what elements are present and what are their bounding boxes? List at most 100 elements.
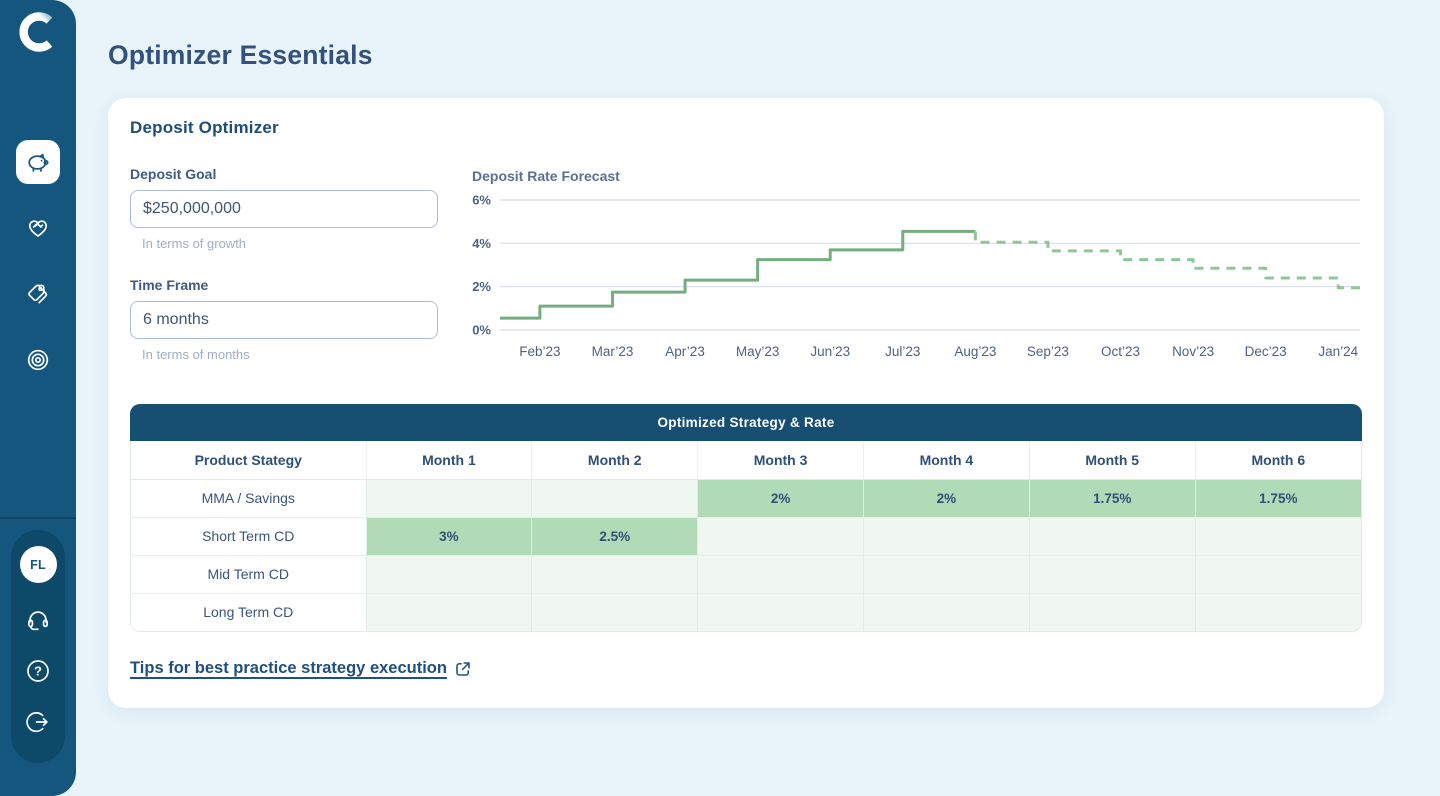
table-title: Optimized Strategy & Rate: [657, 415, 835, 430]
table-cell: 1.75%: [1028, 478, 1196, 517]
external-link-icon: [456, 661, 470, 676]
app-logo: [16, 10, 60, 54]
table-cell: [531, 592, 698, 631]
svg-text:?: ?: [34, 664, 42, 679]
table-cell: [1194, 554, 1361, 593]
support-button[interactable]: [24, 606, 52, 634]
deposit-goal-label: Deposit Goal: [130, 166, 217, 182]
help-icon: ?: [27, 660, 49, 682]
heart-care-icon: [28, 220, 48, 237]
x-axis-tick-label: Dec’23: [1245, 344, 1287, 359]
table-cell: 2%: [697, 478, 864, 517]
table-cell: [1028, 554, 1196, 593]
sidebar-nav: [16, 140, 60, 382]
table-cell: [1028, 592, 1196, 631]
table-cell: [697, 554, 864, 593]
headset-icon: [28, 611, 48, 631]
y-axis-tick-label: 4%: [472, 236, 491, 251]
strategy-table: Product Stategy Month 1 Month 2 Month 3 Mont…: [131, 441, 1361, 631]
product-strategy-label: Mid Term CD: [131, 554, 366, 593]
table-cell: [531, 554, 698, 593]
table-cell: 3%: [365, 516, 532, 555]
chart-title: Deposit Rate Forecast: [472, 168, 620, 184]
table-cell: [697, 516, 864, 555]
strategy-table-block: Optimized Strategy & Rate Product Stateg…: [130, 404, 1362, 632]
time-frame-input[interactable]: [130, 301, 438, 339]
table-cell: [1194, 516, 1361, 555]
table-cell: [365, 592, 532, 631]
page-title: Optimizer Essentials: [108, 40, 373, 70]
x-axis-tick-label: Oct’23: [1101, 344, 1140, 359]
table-cell: [697, 592, 864, 631]
deposit-goal-input[interactable]: [130, 190, 438, 228]
table-column-header: Month 6: [1194, 441, 1361, 480]
sidebar-divider: [0, 517, 76, 519]
x-axis-tick-label: May’23: [736, 344, 780, 359]
table-cell: [531, 478, 698, 517]
piggy-bank-icon: [28, 153, 49, 172]
sidebar: FL ?: [0, 0, 76, 796]
help-button[interactable]: ?: [24, 657, 52, 685]
avatar-initials: FL: [30, 557, 46, 572]
table-cell: [862, 516, 1030, 555]
table-row: MMA / Savings 2% 2% 1.75% 1.75%: [131, 478, 1361, 517]
table-column-header: Month 2: [531, 441, 698, 480]
product-strategy-label: Long Term CD: [131, 592, 366, 631]
table-column-header: Month 1: [365, 441, 532, 480]
table-cell: 2%: [862, 478, 1030, 517]
table-title-band: Optimized Strategy & Rate: [130, 404, 1362, 441]
c-logo-icon: [19, 12, 53, 52]
table-cell: [365, 478, 532, 517]
product-strategy-label: MMA / Savings: [131, 478, 366, 517]
x-axis-tick-label: Jul’23: [885, 344, 920, 359]
x-axis-tick-label: Mar’23: [592, 344, 634, 359]
table-column-header: Month 3: [697, 441, 864, 480]
y-axis-tick-label: 6%: [472, 193, 491, 208]
table-cell: [862, 554, 1030, 593]
user-pill: FL ?: [11, 530, 65, 763]
table-row: Mid Term CD: [131, 554, 1361, 593]
table-column-header: Month 4: [862, 441, 1030, 480]
table-column-header: Month 5: [1028, 441, 1196, 480]
product-strategy-label: Short Term CD: [131, 516, 366, 555]
rate-line-solid: [500, 229, 976, 320]
table-row: Long Term CD: [131, 592, 1361, 631]
optimizer-form: Deposit Goal In terms of growth Time Fra…: [130, 166, 438, 368]
y-axis-tick-label: 0%: [472, 323, 491, 338]
main-content: Optimizer Essentials Deposit Optimizer D…: [76, 0, 1440, 796]
sidebar-item-tags[interactable]: [16, 272, 60, 316]
rate-forecast-chart-block: Deposit Rate Forecast 6% 4% 2% 0% Feb’23 Mar’…: [472, 166, 1362, 368]
table-cell: [365, 554, 532, 593]
time-frame-label: Time Frame: [130, 277, 209, 293]
rate-line-dashed: [973, 231, 1360, 290]
sidebar-item-heart-care[interactable]: [16, 206, 60, 250]
tips-link[interactable]: Tips for best practice strategy executio…: [130, 659, 472, 678]
table-header-row: Product Stategy Month 1 Month 2 Month 3 Mont…: [131, 441, 1361, 480]
table-cell: 2.5%: [531, 516, 698, 555]
table-cell: 1.75%: [1194, 478, 1361, 517]
rate-forecast-chart: 6% 4% 2% 0% Feb’23 Mar’23 Apr’23 May’23 Jun’23 Ju…: [472, 193, 1360, 359]
tips-link-label: Tips for best practice strategy executio…: [130, 659, 447, 677]
x-axis-tick-label: Jan’24: [1318, 344, 1358, 359]
logout-icon: [26, 712, 48, 733]
avatar[interactable]: FL: [19, 546, 57, 583]
target-icon: [27, 349, 49, 371]
x-axis-tick-label: Jun’23: [810, 344, 850, 359]
sidebar-item-target[interactable]: [16, 338, 60, 382]
sidebar-item-deposit-optimizer[interactable]: [16, 140, 60, 184]
x-axis-tick-label: Aug’23: [954, 344, 996, 359]
time-frame-helper: In terms of months: [142, 347, 250, 362]
x-axis-tick-label: Sep’23: [1027, 344, 1069, 359]
deposit-goal-field-group: Deposit Goal In terms of growth: [130, 166, 438, 251]
tags-icon: [28, 284, 48, 304]
deposit-optimizer-card: Deposit Optimizer Deposit Goal In terms …: [108, 98, 1384, 708]
card-title: Deposit Optimizer: [130, 118, 279, 137]
table-cell: [862, 592, 1030, 631]
table-row: Short Term CD 3% 2.5%: [131, 516, 1361, 555]
y-axis-tick-label: 2%: [472, 279, 491, 294]
logout-button[interactable]: [24, 708, 52, 736]
table-cell: [1028, 516, 1196, 555]
table-cell: [1194, 592, 1361, 631]
x-axis-tick-label: Apr’23: [665, 344, 705, 359]
table-column-header: Product Stategy: [131, 441, 366, 480]
